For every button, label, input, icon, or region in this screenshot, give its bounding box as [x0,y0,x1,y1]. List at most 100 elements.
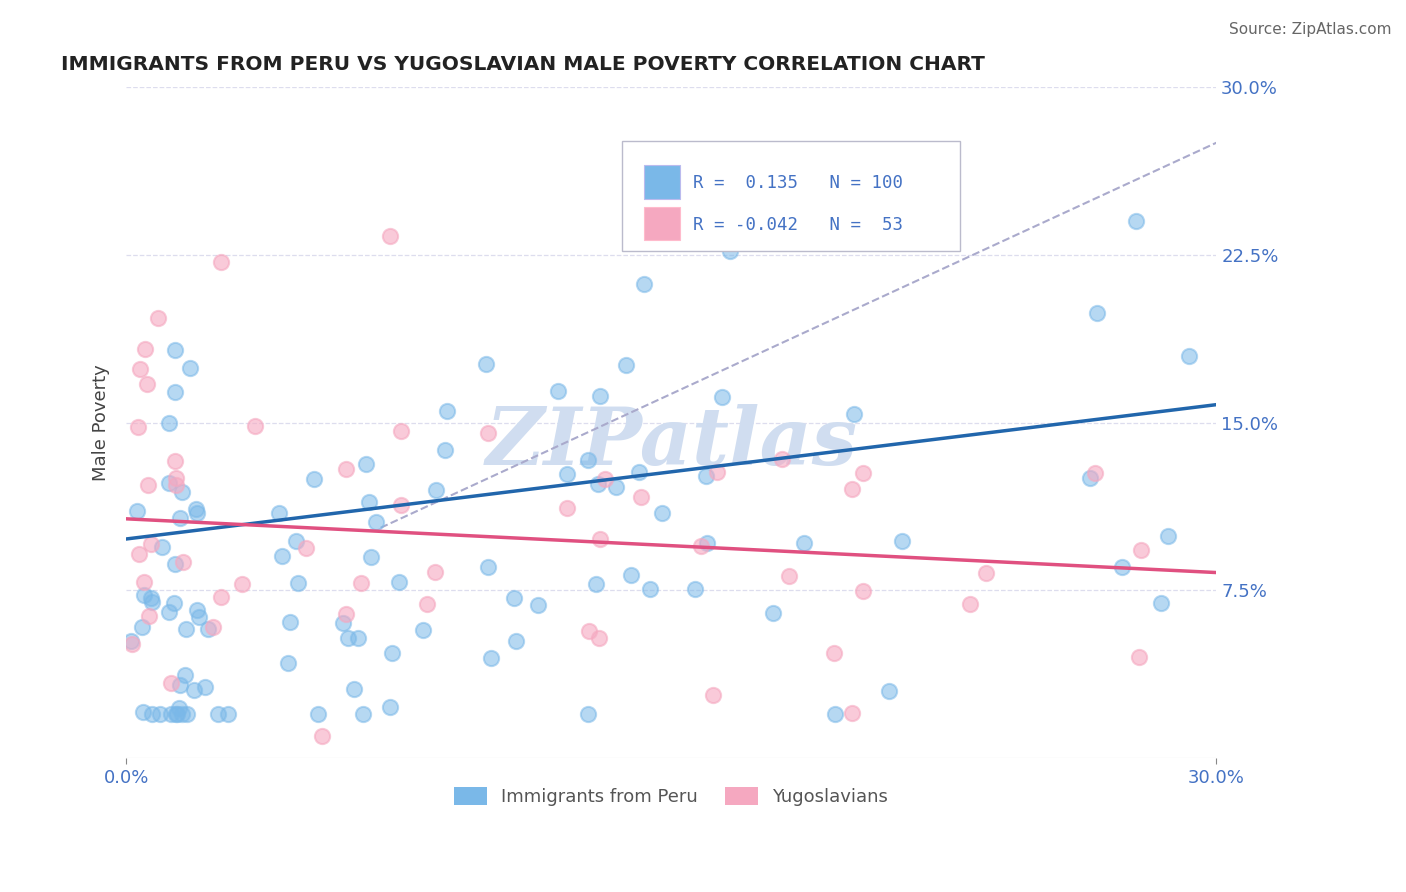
Point [169,701,191,715]
Point [186,603,208,617]
Point [852,583,875,598]
Point [793,536,815,550]
Point [844,408,866,422]
Point [1078,471,1101,485]
Point [127,504,149,518]
Point [149,706,172,721]
Point [357,495,380,509]
Bar [644,165,681,199]
Point [165,385,187,400]
Point [163,557,186,571]
Point [217,706,239,721]
Point [186,501,208,516]
Point [588,477,610,491]
Point [160,706,183,721]
Point [605,480,627,494]
Point [157,605,180,619]
Point [1128,649,1150,664]
Point [172,555,194,569]
Point [294,541,316,555]
Point [285,533,308,548]
Point [1087,305,1109,319]
Point [150,540,173,554]
Text: ZIPatlas: ZIPatlas [485,404,858,482]
Point [343,681,366,696]
Point [127,420,149,434]
Point [706,466,728,480]
Point [335,607,357,622]
Point [332,615,354,630]
Point [311,729,333,743]
Point [366,515,388,529]
Point [307,706,329,721]
Point [128,547,150,561]
Point [852,467,875,481]
Point [588,632,610,646]
Point [209,255,232,269]
Point [1156,528,1178,542]
Point [1178,350,1201,364]
Y-axis label: Male Poverty: Male Poverty [93,364,110,481]
Point [841,483,863,497]
Point [165,343,187,357]
Point [132,575,155,590]
Point [354,458,377,472]
Point [179,360,201,375]
Point [555,500,578,515]
Point [138,608,160,623]
Point [824,706,846,721]
Point [347,631,370,645]
Point [194,680,217,694]
Point [132,588,155,602]
Point [166,706,188,721]
Point [434,443,457,458]
Point [436,404,458,418]
Point [187,610,209,624]
Bar [644,207,681,240]
Point [696,536,718,550]
Point [503,591,526,605]
Point [136,478,159,492]
Point [287,576,309,591]
Text: R =  0.135   N = 100: R = 0.135 N = 100 [693,175,903,193]
Point [183,683,205,698]
Point [134,343,156,357]
Point [136,376,159,391]
Point [690,539,713,553]
Point [593,472,616,486]
Point [350,576,373,591]
Text: R = -0.042   N =  53: R = -0.042 N = 53 [693,216,903,234]
Point [174,623,197,637]
Point [959,597,981,611]
Point [877,684,900,698]
Point [159,476,181,491]
Point [770,451,793,466]
Point [1111,559,1133,574]
Point [711,390,734,404]
Point [269,506,291,520]
Point [527,598,550,612]
Point [389,498,412,512]
Point [278,615,301,629]
Point [477,425,499,440]
Point [547,384,569,398]
Point [695,469,717,483]
Point [1150,595,1173,609]
Point [578,706,600,721]
Point [120,633,142,648]
Point [614,358,637,372]
Point [585,577,607,591]
Point [201,620,224,634]
Point [381,647,404,661]
Point [389,424,412,438]
Point [425,483,447,497]
Point [1125,213,1147,227]
Point [207,706,229,721]
Point [231,577,253,591]
Point [505,633,527,648]
Point [139,537,162,551]
Point [1084,467,1107,481]
Point [170,484,193,499]
Point [974,566,997,580]
Point [360,550,382,565]
